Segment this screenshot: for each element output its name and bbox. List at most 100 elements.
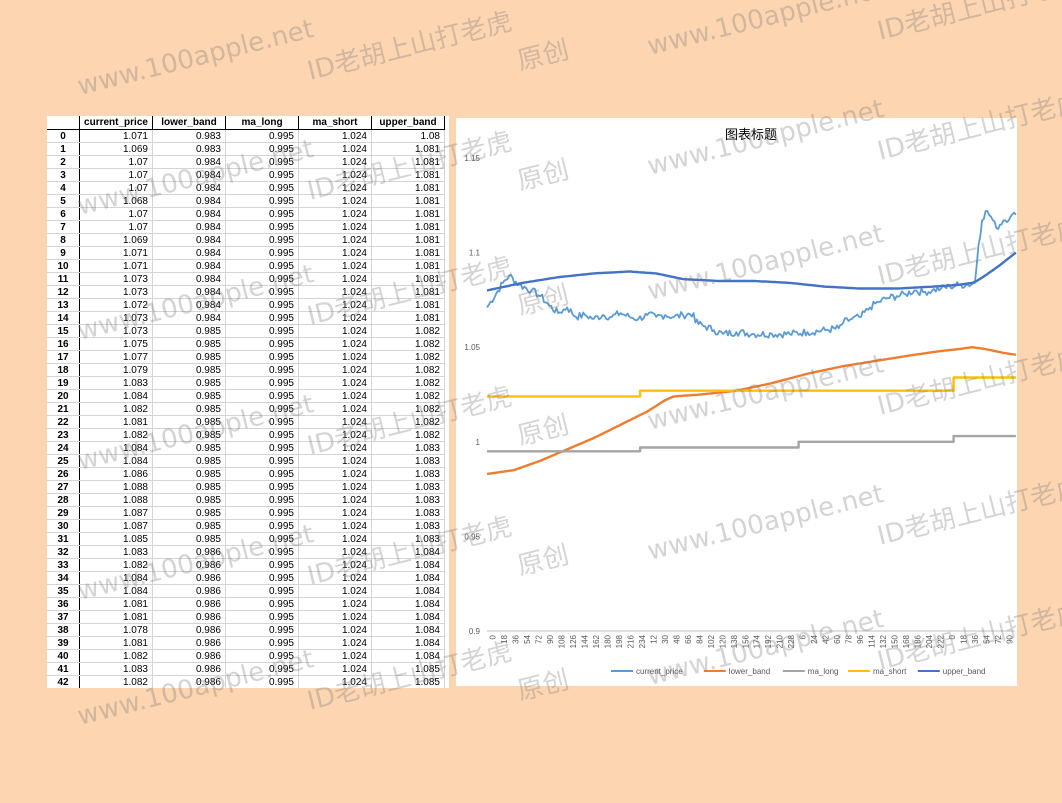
- row-index-cell[interactable]: 24: [47, 441, 80, 455]
- table-cell[interactable]: 1.024: [298, 194, 372, 208]
- table-cell[interactable]: 0.985: [152, 480, 226, 494]
- row-index-cell[interactable]: 6: [47, 207, 80, 221]
- table-cell[interactable]: 1.024: [298, 350, 372, 364]
- table-cell[interactable]: 1.024: [298, 233, 372, 247]
- table-cell[interactable]: 1.083: [371, 454, 445, 468]
- row-index-cell[interactable]: 31: [47, 532, 80, 546]
- row-index-cell[interactable]: 2: [47, 155, 80, 169]
- table-cell[interactable]: 1.024: [298, 545, 372, 559]
- table-cell[interactable]: 1.082: [371, 350, 445, 364]
- legend-entry[interactable]: current_price: [636, 667, 683, 676]
- table-cell[interactable]: 1.083: [371, 532, 445, 546]
- table-cell[interactable]: 0.995: [225, 571, 299, 585]
- table-cell[interactable]: 1.024: [298, 259, 372, 273]
- table-cell[interactable]: 0.995: [225, 259, 299, 273]
- table-cell[interactable]: 0.995: [225, 610, 299, 624]
- table-cell[interactable]: 0.995: [225, 311, 299, 325]
- table-cell[interactable]: 1.084: [371, 649, 445, 663]
- table-cell[interactable]: 0.985: [152, 337, 226, 351]
- table-cell[interactable]: 1.024: [298, 675, 372, 688]
- table-cell[interactable]: 0.995: [225, 181, 299, 195]
- table-cell[interactable]: 1.024: [298, 402, 372, 416]
- table-cell[interactable]: 1.073: [79, 272, 153, 286]
- table-cell[interactable]: 1.081: [371, 155, 445, 169]
- table-cell[interactable]: 0.995: [225, 168, 299, 182]
- table-cell[interactable]: 0.985: [152, 506, 226, 520]
- row-index-cell[interactable]: 33: [47, 558, 80, 572]
- table-cell[interactable]: 1.083: [371, 467, 445, 481]
- table-cell[interactable]: 1.084: [79, 584, 153, 598]
- row-index-cell[interactable]: 10: [47, 259, 80, 273]
- table-cell[interactable]: 0.986: [152, 662, 226, 676]
- row-index-cell[interactable]: 3: [47, 168, 80, 182]
- table-cell[interactable]: 0.995: [225, 675, 299, 688]
- table-cell[interactable]: 0.984: [152, 181, 226, 195]
- table-cell[interactable]: 1.024: [298, 636, 372, 650]
- table-cell[interactable]: 1.024: [298, 597, 372, 611]
- table-cell[interactable]: 0.985: [152, 428, 226, 442]
- table-cell[interactable]: 1.087: [79, 519, 153, 533]
- table-cell[interactable]: 0.995: [225, 532, 299, 546]
- row-index-cell[interactable]: 5: [47, 194, 80, 208]
- table-cell[interactable]: 0.986: [152, 584, 226, 598]
- table-cell[interactable]: 1.07: [79, 155, 153, 169]
- table-cell[interactable]: 0.984: [152, 259, 226, 273]
- table-cell[interactable]: 1.071: [79, 129, 153, 143]
- table-cell[interactable]: 0.995: [225, 506, 299, 520]
- table-cell[interactable]: 0.995: [225, 558, 299, 572]
- table-cell[interactable]: 1.08: [371, 129, 445, 143]
- row-index-cell[interactable]: 37: [47, 610, 80, 624]
- table-cell[interactable]: 1.082: [371, 337, 445, 351]
- table-cell[interactable]: 0.995: [225, 428, 299, 442]
- table-cell[interactable]: 1.085: [79, 532, 153, 546]
- table-cell[interactable]: 1.024: [298, 610, 372, 624]
- table-cell[interactable]: 1.024: [298, 519, 372, 533]
- row-index-cell[interactable]: 29: [47, 506, 80, 520]
- table-cell[interactable]: 1.083: [79, 376, 153, 390]
- row-index-cell[interactable]: 1: [47, 142, 80, 156]
- column-header[interactable]: upper_band: [371, 116, 445, 130]
- table-cell[interactable]: 1.024: [298, 311, 372, 325]
- row-index-cell[interactable]: 11: [47, 272, 80, 286]
- table-cell[interactable]: 1.069: [79, 233, 153, 247]
- table-cell[interactable]: 1.072: [79, 298, 153, 312]
- table-cell[interactable]: 1.082: [79, 402, 153, 416]
- column-header[interactable]: lower_band: [152, 116, 226, 130]
- table-cell[interactable]: 1.081: [79, 610, 153, 624]
- table-cell[interactable]: 1.07: [79, 168, 153, 182]
- table-cell[interactable]: 1.081: [371, 181, 445, 195]
- table-cell[interactable]: 1.024: [298, 155, 372, 169]
- row-index-cell[interactable]: 4: [47, 181, 80, 195]
- legend-entry[interactable]: ma_short: [873, 667, 907, 676]
- table-cell[interactable]: 1.024: [298, 558, 372, 572]
- table-cell[interactable]: 0.995: [225, 285, 299, 299]
- row-index-cell[interactable]: 25: [47, 454, 80, 468]
- table-cell[interactable]: 1.082: [79, 675, 153, 688]
- table-cell[interactable]: 0.985: [152, 532, 226, 546]
- table-cell[interactable]: 1.083: [371, 519, 445, 533]
- table-cell[interactable]: 1.07: [79, 181, 153, 195]
- column-header[interactable]: ma_long: [225, 116, 299, 130]
- table-cell[interactable]: 1.082: [371, 363, 445, 377]
- table-cell[interactable]: 1.081: [371, 298, 445, 312]
- table-cell[interactable]: 0.985: [152, 402, 226, 416]
- table-cell[interactable]: 0.985: [152, 376, 226, 390]
- table-cell[interactable]: 0.995: [225, 350, 299, 364]
- table-cell[interactable]: 1.081: [371, 272, 445, 286]
- table-cell[interactable]: 1.024: [298, 454, 372, 468]
- table-cell[interactable]: 0.984: [152, 311, 226, 325]
- table-cell[interactable]: 1.084: [371, 545, 445, 559]
- table-cell[interactable]: 1.083: [371, 493, 445, 507]
- row-index-cell[interactable]: 42: [47, 675, 80, 688]
- table-cell[interactable]: 0.985: [152, 415, 226, 429]
- table-cell[interactable]: 1.081: [79, 636, 153, 650]
- row-index-cell[interactable]: 18: [47, 363, 80, 377]
- table-cell[interactable]: 1.024: [298, 324, 372, 338]
- table-cell[interactable]: 1.068: [79, 194, 153, 208]
- table-cell[interactable]: 0.984: [152, 285, 226, 299]
- table-cell[interactable]: 0.984: [152, 220, 226, 234]
- row-index-cell[interactable]: 15: [47, 324, 80, 338]
- table-cell[interactable]: 1.082: [79, 649, 153, 663]
- table-cell[interactable]: 1.024: [298, 168, 372, 182]
- table-cell[interactable]: 1.024: [298, 142, 372, 156]
